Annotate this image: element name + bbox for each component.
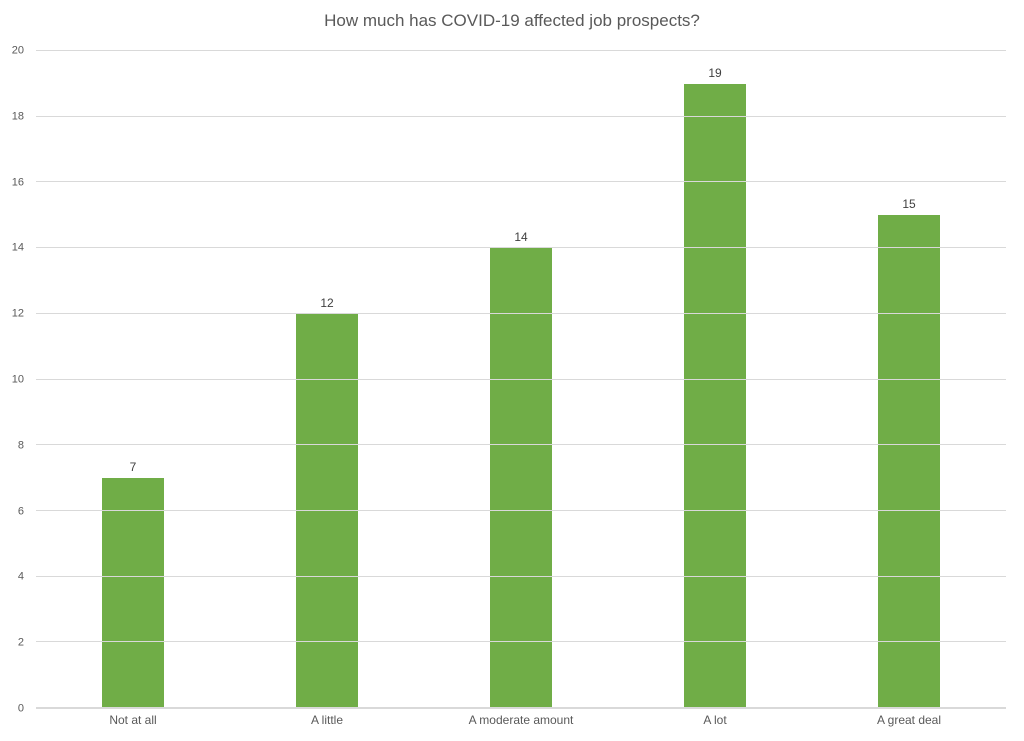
y-axis-tick-label: 18 [11, 110, 24, 123]
gridline [36, 378, 1006, 380]
bar-value-label: 14 [514, 230, 528, 245]
gridline [36, 312, 1006, 314]
bar-value-label: 19 [708, 65, 722, 80]
gridline [36, 247, 1006, 249]
gridline [36, 50, 1006, 51]
bar [684, 83, 746, 708]
y-axis-tick-label: 14 [11, 241, 24, 254]
bar-value-label: 15 [902, 197, 916, 212]
x-axis-category-label: A lot [703, 713, 727, 727]
gridline [36, 575, 1006, 577]
gridline [36, 641, 1006, 643]
gridline [36, 115, 1006, 117]
y-axis-tick-label: 2 [17, 636, 24, 649]
bar [102, 478, 164, 708]
bar [878, 215, 940, 708]
y-axis: 0 2 4 6 8 10 12 14 16 18 20 [0, 45, 30, 714]
y-axis-tick-label: 10 [11, 373, 24, 386]
gridline [36, 509, 1006, 511]
bar-slot: 15 A great deal [812, 51, 1006, 726]
x-axis-category-label: A moderate amount [468, 713, 574, 727]
bar-series: 7 Not at all 12 A little 14 A moderate amount… [36, 51, 1006, 726]
chart-title: How much has COVID-19 affected job prosp… [324, 11, 700, 30]
plot-area: 7 Not at all 12 A little 14 A moderate amount… [36, 50, 1006, 726]
bar-value-label: 12 [320, 295, 334, 310]
y-axis-tick-label: 12 [11, 307, 24, 320]
gridline [36, 444, 1006, 446]
y-axis-tick-label: 6 [17, 505, 24, 518]
bar-slot: 19 A lot [618, 51, 812, 726]
gridline [36, 181, 1006, 183]
x-axis-category-label: Not at all [109, 713, 157, 727]
y-axis-tick-label: 4 [17, 570, 24, 583]
bar-slot: 7 Not at all [36, 51, 230, 726]
y-axis-tick-label: 16 [11, 176, 24, 189]
x-axis-category-label: A great deal [876, 713, 942, 727]
gridline [36, 707, 1006, 708]
bar [296, 313, 358, 708]
y-axis-tick-label: 20 [11, 44, 24, 57]
bar-slot: 14 A moderate amount [424, 51, 618, 726]
x-axis-category-label: A little [310, 713, 343, 727]
bar-slot: 12 A little [230, 51, 424, 726]
bar [490, 248, 552, 708]
bar-value-label: 7 [129, 460, 137, 475]
y-axis-tick-label: 0 [17, 702, 24, 715]
y-axis-tick-label: 8 [17, 439, 24, 452]
